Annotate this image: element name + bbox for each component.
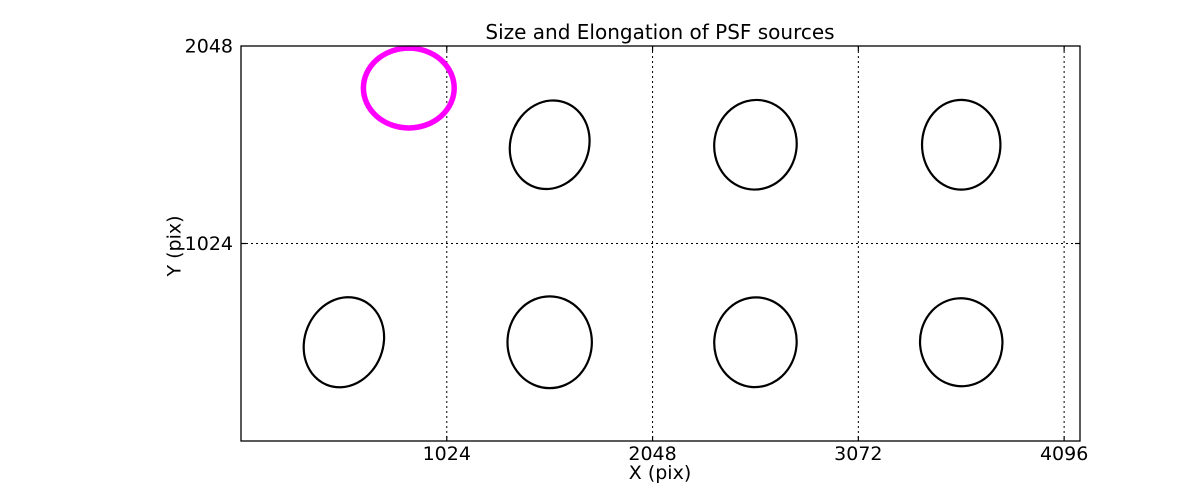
tick-marks — [241, 46, 1080, 441]
psf-ellipse-flagged — [360, 45, 457, 131]
psf-ellipse — [713, 98, 798, 191]
plot-title: Size and Elongation of PSF sources — [485, 20, 834, 44]
psf-ellipse — [713, 296, 798, 389]
psf-ellipse — [302, 296, 386, 389]
tick-labels: 1024 2048 3072 4096 1024 2048 — [185, 36, 1089, 466]
psf-ellipse — [920, 98, 1002, 191]
psf-ellipse — [508, 99, 591, 191]
y-tick-label: 1024 — [185, 233, 233, 255]
psf-sources — [302, 45, 1004, 390]
y-tick-label: 2048 — [185, 36, 233, 58]
y-axis-label: Y (pix) — [164, 215, 186, 277]
x-axis-label: X (pix) — [629, 462, 691, 484]
psf-ellipse — [918, 297, 1004, 388]
psf-ellipse — [506, 295, 593, 390]
x-tick-label: 2048 — [628, 443, 676, 465]
x-tick-label: 1024 — [423, 443, 471, 465]
x-tick-label: 4096 — [1040, 443, 1088, 465]
x-tick-label: 3072 — [834, 443, 882, 465]
